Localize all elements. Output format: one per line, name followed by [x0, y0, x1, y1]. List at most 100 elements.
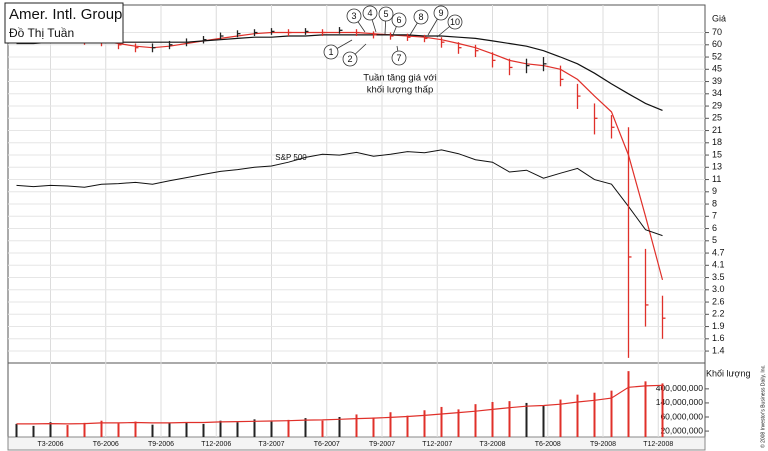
series-label: S&P 500 — [275, 153, 307, 162]
y-tick-label: 13 — [712, 162, 722, 172]
volume-bar — [49, 422, 52, 437]
y-tick-label: 2.2 — [712, 309, 725, 319]
annotation-label: 9 — [438, 8, 443, 18]
annotation-label: 10 — [450, 17, 460, 27]
x-tick-label: T6-2008 — [535, 441, 561, 448]
y-tick-label: 20,000,000 — [660, 425, 703, 435]
y-tick-label: 5 — [712, 235, 717, 245]
y-tick-label: 7 — [712, 211, 717, 221]
annotation-label: 5 — [383, 9, 388, 19]
volume-bar — [270, 421, 273, 437]
annotation-note: Tuần tăng giá với — [363, 73, 436, 84]
y-tick-label: 11 — [712, 174, 721, 184]
volume-bar — [542, 405, 545, 437]
volume-bar — [559, 399, 562, 437]
annotation-circle — [447, 14, 463, 30]
x-tick-label: T3-2006 — [37, 441, 63, 448]
annotation-circle — [346, 8, 362, 24]
y-tick-label: 6 — [712, 223, 717, 233]
y-tick-label: 2.6 — [712, 296, 725, 306]
volume-bar — [185, 422, 188, 437]
volume-bar — [202, 423, 205, 437]
volume-bar — [661, 383, 664, 437]
annotation-circle — [413, 9, 429, 25]
x-tick-label: T6-2007 — [314, 441, 340, 448]
y-axis-label: Giá — [712, 13, 726, 23]
annotation-label: 6 — [396, 15, 401, 25]
volume-bar — [372, 417, 375, 437]
moving-average — [16, 34, 663, 111]
plot-layer: T3-2006 T6-2006 T9-2006 T12-2006 T3-2007 T6-2… — [8, 5, 725, 448]
volume-bar — [134, 421, 137, 437]
volume-bar — [83, 422, 86, 437]
x-tick-label: T9-2007 — [369, 441, 395, 448]
volume-bar — [389, 412, 392, 437]
volume-bar — [474, 404, 477, 437]
volume-bar — [508, 401, 511, 437]
volume-bar — [627, 371, 630, 437]
annotation-label: 8 — [418, 12, 423, 22]
volume-bar — [100, 420, 103, 437]
volume-bar — [644, 381, 647, 437]
y-tick-label: 45 — [712, 64, 722, 74]
y-tick-label: 29 — [712, 100, 722, 110]
y-tick-label: 39 — [712, 76, 722, 86]
y-tick-label: 4.1 — [712, 260, 725, 270]
volume-bar — [593, 392, 596, 437]
y-tick-label: 1.6 — [712, 333, 725, 343]
volume-bar — [525, 402, 528, 437]
y-tick-label: 34 — [712, 88, 722, 98]
volume-bar — [440, 406, 443, 437]
volume-bar — [253, 419, 256, 437]
volume-bar — [355, 414, 358, 437]
volume-bar — [423, 410, 426, 437]
volume-bar — [219, 420, 222, 437]
volume-bar — [287, 419, 290, 437]
annotation-circle — [362, 5, 378, 21]
chart-title: Amer. Intl. Group — [9, 6, 122, 23]
annotation-label: 7 — [396, 53, 401, 63]
volume-bar — [151, 424, 154, 437]
annotation-circle — [378, 6, 394, 22]
volume-bar — [406, 415, 409, 437]
y-tick-label: 15 — [712, 149, 722, 159]
annotation-label: 3 — [351, 11, 356, 21]
y-tick-label: 8 — [712, 198, 717, 208]
x-tick-label: T12-2007 — [422, 441, 452, 448]
volume-bar — [576, 394, 579, 437]
volume-bar — [610, 390, 613, 437]
volume-bar — [15, 423, 18, 437]
y-tick-label: 3.0 — [712, 284, 725, 294]
annotation-circle — [391, 50, 407, 66]
y-tick-label: 3.5 — [712, 272, 725, 282]
x-tick-label: T12-2006 — [201, 441, 231, 448]
y-tick-label: 18 — [712, 137, 722, 147]
y-tick-label: 70 — [712, 27, 722, 37]
title-box — [4, 2, 124, 44]
volume-bar — [338, 417, 341, 437]
volume-average — [16, 384, 663, 425]
volume-bar — [491, 402, 494, 437]
annotation-circle — [433, 5, 449, 21]
x-tick-label: T12-2008 — [643, 441, 673, 448]
sp500-line — [16, 149, 663, 237]
volume-bar — [66, 425, 69, 437]
volume-bar — [236, 422, 239, 437]
copyright: © 2008 Investor's Business Daily, Inc. — [759, 365, 766, 448]
y-tick-label: 21 — [712, 125, 722, 135]
y-tick-label: 400,000,000 — [656, 383, 704, 393]
x-tick-label: T9-2006 — [148, 441, 174, 448]
annotation-circle — [323, 44, 339, 60]
annotation-circle — [391, 12, 407, 28]
volume-bar — [321, 420, 324, 437]
volume-bar — [117, 423, 120, 437]
volume-bar — [304, 418, 307, 437]
y-tick-label: 9 — [712, 186, 717, 196]
x-tick-label: T9-2008 — [590, 441, 616, 448]
volume-bar — [32, 425, 35, 437]
annotation-label: 1 — [328, 47, 333, 57]
y-tick-label: 1.4 — [712, 345, 725, 355]
y-tick-label: 60 — [712, 39, 722, 49]
